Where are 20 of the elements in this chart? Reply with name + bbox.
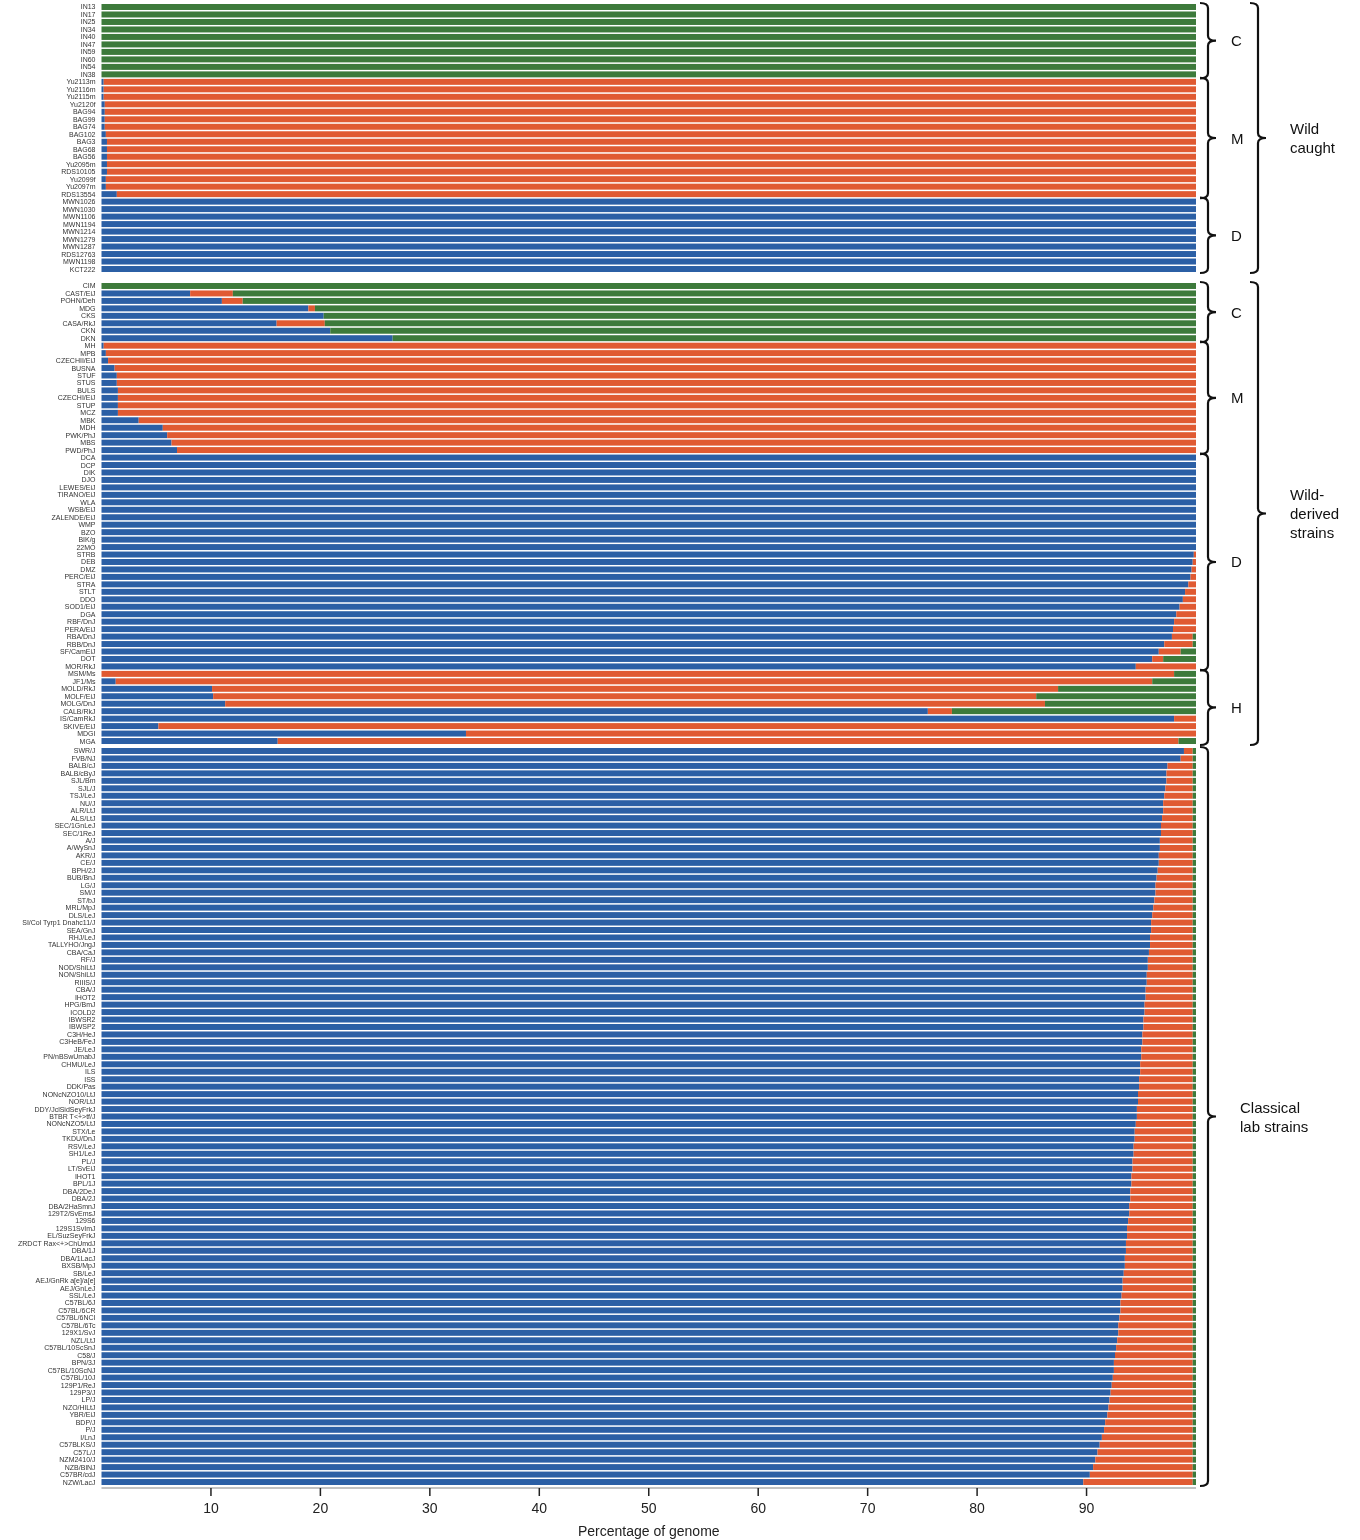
x-tick-label: 10 <box>203 1500 219 1516</box>
x-tick-label: 50 <box>640 1500 657 1516</box>
x-tick-label: 20 <box>312 1500 329 1516</box>
text: C <box>1231 32 1242 50</box>
x-tick-label: 70 <box>859 1500 876 1516</box>
text: D <box>1231 553 1242 571</box>
text: M <box>1231 389 1244 407</box>
text: H <box>1231 698 1242 716</box>
text: Classical lab strains <box>1240 1098 1309 1135</box>
text: M <box>1231 129 1244 147</box>
text: C <box>1231 303 1242 321</box>
x-tick-label: 90 <box>1078 1500 1095 1516</box>
text: Wild caught <box>1290 120 1336 156</box>
x-tick-label: 80 <box>969 1500 986 1516</box>
x-tick-label: 30 <box>422 1500 438 1516</box>
text: D <box>1231 226 1242 244</box>
x-axis-title: Percentage of genome <box>577 1523 720 1539</box>
x-tick-label: 40 <box>531 1500 548 1516</box>
text: Wild-derived strains <box>1290 486 1340 541</box>
x-tick-label: 60 <box>750 1500 767 1516</box>
